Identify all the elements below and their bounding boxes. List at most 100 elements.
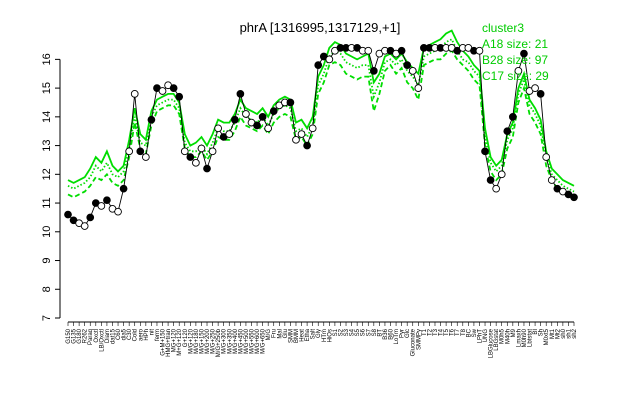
data-point — [547, 176, 556, 184]
data-point — [64, 210, 72, 219]
x-tick-label: LBGstat — [494, 329, 500, 351]
x-tick-label: T3 — [433, 328, 439, 336]
data-point — [253, 121, 261, 130]
data-point — [169, 84, 178, 92]
x-tick-label: LB/Oxctl — [99, 329, 105, 352]
x-tick-label: M/G+450 — [238, 328, 244, 354]
x-tick-label: BC — [466, 328, 472, 337]
data-point — [297, 130, 306, 138]
x-tick-label: SMMPy — [416, 329, 422, 350]
data-point — [403, 61, 412, 69]
x-tick-label: T2 — [427, 328, 433, 336]
x-tick-label: HTm — [322, 329, 328, 342]
data-point — [136, 147, 145, 156]
x-tick-label: S7 — [366, 328, 372, 336]
y-tick-label: 12 — [41, 168, 53, 180]
x-tick-label: S2 — [338, 328, 344, 336]
data-point — [119, 184, 128, 193]
data-point — [508, 112, 517, 121]
x-tick-label: aero — [138, 328, 144, 341]
x-tick-label: R262 — [83, 328, 89, 343]
data-point — [258, 112, 267, 121]
y-tick-label: 10 — [41, 226, 53, 238]
x-tick-label: dat15 — [110, 328, 116, 344]
data-point — [192, 158, 200, 167]
x-tick-label: Diam — [105, 329, 111, 343]
x-tick-label: BT — [377, 329, 383, 337]
x-tick-label: HPh — [144, 329, 150, 341]
x-tick-label: M0xt5 — [544, 328, 550, 345]
x-tick-label: Gluconate — [411, 328, 417, 356]
legend-entry: B28 size: 97 — [482, 53, 548, 67]
x-tick-label: S1 — [333, 328, 339, 336]
legend-entry: cluster3 — [482, 21, 524, 35]
cluster-series-line-1 — [67, 29, 575, 187]
x-tick-label: LoTm — [394, 329, 400, 344]
x-tick-label: M9 — [511, 328, 517, 337]
x-tick-label: M/G+180 — [194, 328, 200, 354]
x-tick-label: T6 — [450, 328, 456, 336]
x-tick-label: SMM — [288, 329, 294, 343]
x-tick-label: Salt — [311, 329, 317, 340]
x-tick-label: Oxctl — [94, 329, 100, 343]
data-point — [103, 196, 111, 205]
x-tick-label: Heat — [300, 329, 306, 342]
x-tick-label: dia5 — [122, 328, 128, 340]
data-point — [475, 46, 484, 55]
data-point — [225, 130, 234, 138]
x-tick-label: Gly — [316, 329, 322, 338]
x-tick-label: Mal — [277, 329, 283, 339]
x-tick-label: M+G+120 — [177, 328, 183, 355]
legend: cluster3 A18 size: 21 B28 size: 97 C17 size… — [482, 21, 549, 83]
data-point — [230, 115, 239, 124]
x-tick-label: UNG — [483, 329, 489, 343]
data-point — [308, 124, 317, 133]
data-point — [236, 90, 245, 98]
x-tick-label: M/G+500 — [244, 328, 250, 354]
data-point — [481, 147, 489, 156]
x-tick-label: Mt2 — [555, 328, 561, 339]
observed-series-line — [67, 47, 575, 227]
x-tick-label: C30 — [127, 328, 133, 340]
x-tick-label: B36 — [383, 328, 389, 339]
x-tick-label: S4 — [350, 328, 356, 336]
x-tick-label: T5 — [444, 328, 450, 336]
x-tick-label: S6 — [361, 328, 367, 336]
data-point — [292, 135, 300, 144]
x-tick-label: G+120 — [183, 328, 189, 347]
data-point — [114, 207, 122, 216]
data-point — [531, 84, 539, 92]
data-point — [242, 110, 250, 118]
data-point — [180, 147, 189, 156]
data-point — [130, 90, 139, 98]
x-tick-label: LPhT — [477, 329, 483, 344]
x-tick-label: B60 — [389, 328, 395, 339]
x-tick-label: Glc — [405, 329, 411, 338]
x-tick-label: nit — [149, 329, 155, 336]
x-tick-label: M/G+250b — [216, 328, 222, 357]
x-tick-label: G180 — [77, 328, 83, 343]
x-tick-label: Paraq — [88, 329, 94, 345]
data-point — [369, 67, 378, 75]
x-tick-label: M0h5 — [500, 328, 506, 344]
x-tick-label: M/G+300 — [222, 328, 228, 354]
data-point — [364, 46, 373, 55]
data-point — [514, 67, 523, 75]
x-tick-label: M/G+650 — [261, 328, 267, 354]
x-tick-label: M/G+350 — [227, 328, 233, 354]
y-tick-label: 14 — [41, 111, 53, 123]
x-tick-label: S8 — [372, 328, 378, 336]
data-point — [175, 92, 184, 101]
data-point — [520, 49, 528, 58]
legend-entry: C17 size: 29 — [482, 69, 549, 83]
legend-entry: A18 size: 21 — [482, 37, 548, 51]
x-tick-label: BMM — [294, 329, 300, 343]
x-tick-label: HiOs — [327, 329, 333, 342]
data-point — [414, 84, 423, 92]
data-point — [497, 170, 506, 179]
x-tick-label: M/G+550 — [249, 328, 255, 354]
x-tick-label: M/G+400 — [233, 328, 239, 354]
plot-frame — [59, 59, 574, 323]
y-tick-label: 15 — [41, 82, 53, 94]
data-point — [303, 141, 311, 150]
